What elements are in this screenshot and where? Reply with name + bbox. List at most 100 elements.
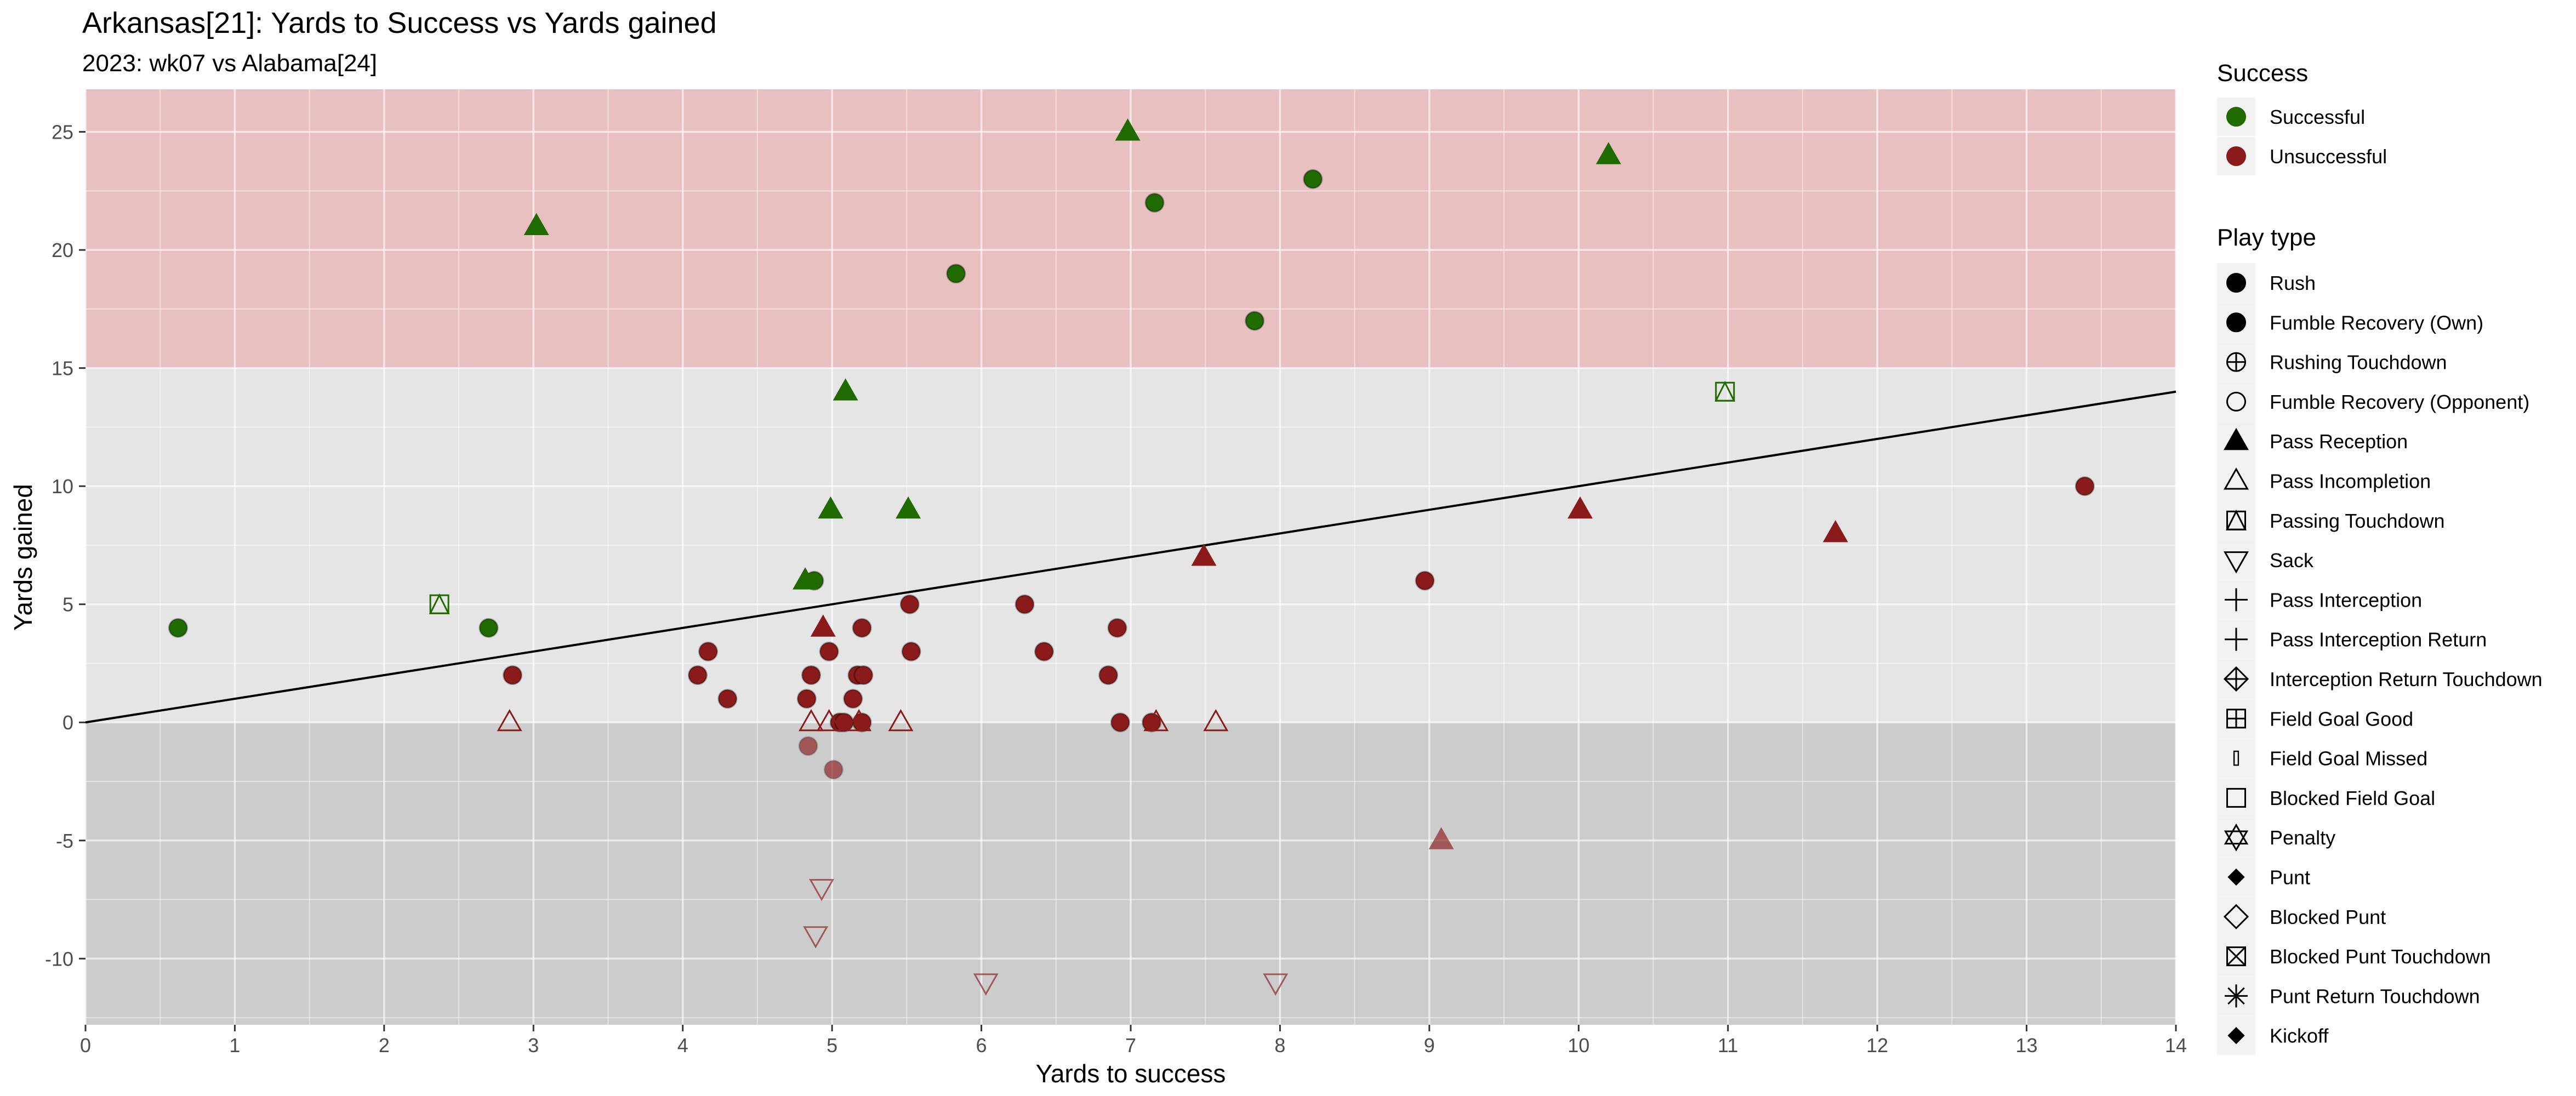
- x-tick-label: 7: [1125, 1034, 1136, 1057]
- x-axis-label: Yards to success: [1036, 1059, 1226, 1088]
- point-successful-1: [478, 618, 499, 638]
- x-tick-label: 12: [1866, 1034, 1888, 1057]
- x-tick-label: 10: [1568, 1034, 1589, 1057]
- point-unsuccessful-5: [801, 665, 822, 686]
- legend-key-play-4: [2224, 427, 2249, 450]
- legend-key-play-10: [2223, 666, 2249, 692]
- point-unsuccessful-30: [1428, 827, 1454, 849]
- point-unsuccessful-25: [823, 760, 844, 780]
- point-successful-9: [523, 213, 549, 236]
- legend-label-play-type: Pass Interception: [2270, 589, 2422, 611]
- legend-label-play-type: Field Goal Missed: [2270, 747, 2427, 770]
- legend-title-success: Success: [2217, 60, 2308, 87]
- x-tick-label: 5: [827, 1034, 837, 1057]
- x-tick-label: 14: [2165, 1034, 2187, 1057]
- legend-key-play-11: [2226, 709, 2246, 729]
- point-successful-4: [1714, 380, 1736, 402]
- y-tick-label: 20: [52, 239, 73, 261]
- point-unsuccessful-27: [1191, 544, 1217, 566]
- point-unsuccessful-12: [853, 665, 874, 686]
- grid: [84, 89, 2177, 1025]
- legend-label-play-type: Kickoff: [2270, 1025, 2329, 1047]
- point-unsuccessful-14: [899, 594, 920, 614]
- point-unsuccessful-3: [717, 689, 738, 709]
- legend-key-play-5: [2224, 467, 2249, 490]
- point-successful-0: [168, 618, 188, 638]
- point-successful-11: [1595, 142, 1621, 164]
- legend-key-success-1: [2226, 146, 2246, 166]
- point-successful-15: [1303, 169, 1323, 189]
- x-tick-label: 11: [1718, 1034, 1738, 1057]
- chart-subtitle: 2023: wk07 vs Alabama[24]: [82, 50, 377, 77]
- point-unsuccessful-9: [843, 689, 863, 709]
- legend-label-play-type: Rush: [2270, 272, 2316, 294]
- x-tick-label: 8: [1274, 1034, 1285, 1057]
- point-unsuccessful-4: [796, 689, 817, 709]
- legend-key-play-18: [2225, 984, 2248, 1008]
- legend-key-play-16: [2223, 904, 2249, 929]
- legend-label-play-type: Field Goal Good: [2270, 707, 2413, 730]
- x-tick-label: 13: [2016, 1034, 2038, 1057]
- legend-title-play-type: Play type: [2217, 224, 2316, 251]
- x-tick-label: 0: [80, 1034, 91, 1057]
- y-tick-label: 15: [52, 357, 73, 380]
- point-unsuccessful-38: [809, 878, 835, 901]
- point-successful-12: [946, 264, 966, 284]
- legend-key-bg: [2217, 540, 2255, 580]
- legend-label-play-type: Fumble Recovery (Own): [2270, 311, 2483, 334]
- legend-label-play-type: Interception Return Touchdown: [2270, 668, 2543, 690]
- legend-label-success: Unsuccessful: [2270, 145, 2387, 168]
- legend-key-play-8: [2225, 588, 2248, 612]
- point-unsuccessful-18: [1098, 665, 1119, 686]
- point-unsuccessful-26: [810, 614, 836, 637]
- x-tick-label: 6: [976, 1034, 987, 1057]
- legend-label-play-type: Passing Touchdown: [2270, 510, 2445, 532]
- reference-line: [85, 390, 2176, 724]
- y-tick-label: -5: [56, 830, 73, 852]
- point-unsuccessful-1: [687, 665, 708, 686]
- legend-label-play-type: Rushing Touchdown: [2270, 351, 2447, 374]
- y-tick-label: -10: [45, 947, 73, 970]
- point-unsuccessful-29: [1822, 520, 1848, 543]
- legend-key-play-19: [2227, 1027, 2245, 1044]
- point-unsuccessful-6: [819, 641, 839, 661]
- legend-key-bg: [2217, 778, 2255, 818]
- point-successful-13: [1144, 192, 1165, 213]
- legend-label-play-type: Blocked Punt Touchdown: [2270, 945, 2491, 968]
- legend-key-play-14: [2224, 823, 2249, 852]
- legend-key-play-3: [2226, 391, 2246, 412]
- point-unsuccessful-31: [497, 709, 522, 732]
- point-successful-10: [1115, 118, 1141, 141]
- legend-key-bg: [2217, 461, 2255, 501]
- point-unsuccessful-32: [799, 709, 824, 732]
- legend-key-bg: [2217, 500, 2255, 540]
- point-unsuccessful-28: [1568, 496, 1593, 519]
- point-unsuccessful-37: [1203, 709, 1229, 732]
- point-successful-14: [1245, 311, 1265, 331]
- point-unsuccessful-2: [698, 641, 719, 661]
- legend-label-play-type: Punt: [2270, 866, 2310, 889]
- data-points: [168, 118, 2095, 996]
- point-unsuccessful-33: [816, 709, 842, 732]
- legend-label-play-type: Sack: [2270, 549, 2314, 572]
- point-unsuccessful-23: [2075, 476, 2095, 496]
- legend-key-play-12: [2233, 750, 2239, 766]
- legend-key-bg: [2217, 897, 2255, 937]
- point-unsuccessful-40: [973, 973, 999, 996]
- legend-label-play-type: Blocked Field Goal: [2270, 787, 2435, 809]
- point-unsuccessful-17: [1034, 641, 1054, 661]
- y-tick-label: 10: [52, 475, 73, 498]
- y-axis-label: Yards gained: [9, 484, 37, 631]
- point-unsuccessful-24: [798, 736, 818, 756]
- point-unsuccessful-36: [1143, 709, 1169, 732]
- legend: Success Successful Unsuccessful Play type Ru…: [2217, 60, 2543, 1055]
- x-tick-label: 1: [229, 1034, 240, 1057]
- legend-label-play-type: Fumble Recovery (Opponent): [2270, 391, 2529, 413]
- x-tick-label: 9: [1424, 1034, 1435, 1057]
- legend-label-play-type: Punt Return Touchdown: [2270, 985, 2480, 1007]
- point-unsuccessful-19: [1107, 618, 1127, 638]
- point-successful-6: [818, 496, 844, 519]
- point-unsuccessful-34: [846, 709, 872, 732]
